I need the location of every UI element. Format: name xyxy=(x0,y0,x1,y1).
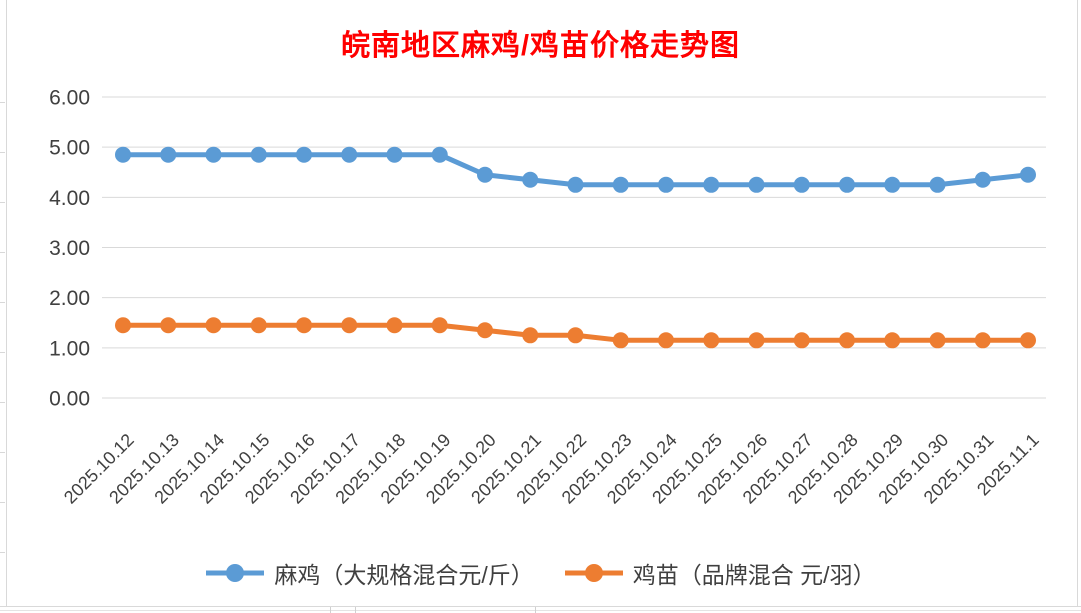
y-tick-label: 5.00 xyxy=(49,137,90,160)
spreadsheet-row-line-stub xyxy=(0,252,5,253)
jimiao-data-point xyxy=(522,327,539,344)
spreadsheet-column-line-stub xyxy=(535,607,536,613)
legend-item-jimiao: 鸡苗（品牌混合 元/羽） xyxy=(564,556,876,590)
maji-data-point xyxy=(974,171,991,188)
chart-legend: 麻鸡（大规格混合元/斤） 鸡苗（品牌混合 元/羽） xyxy=(0,552,1081,594)
spreadsheet-row-line-stub xyxy=(0,352,5,353)
y-tick-label: 0.00 xyxy=(49,388,90,411)
y-tick-label: 2.00 xyxy=(49,287,90,310)
y-tick-label: 4.00 xyxy=(49,187,90,210)
jimiao-data-point xyxy=(703,332,720,349)
jimiao-data-point xyxy=(341,317,358,334)
legend-label-jimiao: 鸡苗（品牌混合 元/羽） xyxy=(632,562,876,588)
jimiao-data-point xyxy=(974,332,991,349)
y-tick-label: 1.00 xyxy=(49,337,90,360)
spreadsheet-row-line-stub xyxy=(0,302,5,303)
spreadsheet-row-line-stub xyxy=(0,102,5,103)
chart-title: 皖南地区麻鸡/鸡苗价格走势图 xyxy=(340,30,741,62)
y-tick-label: 6.00 xyxy=(49,86,90,109)
maji-data-point xyxy=(341,146,358,163)
spreadsheet-column-line-stub xyxy=(330,607,331,613)
maji-data-point xyxy=(296,146,312,163)
jimiao-data-point xyxy=(884,332,901,349)
chart-frame-bottom-border xyxy=(0,606,1081,607)
spreadsheet-row-line-stub xyxy=(0,452,5,453)
legend-label-maji: 麻鸡（大规格混合元/斤） xyxy=(274,562,534,588)
jimiao-data-point xyxy=(793,332,810,349)
maji-data-point xyxy=(522,171,539,188)
jimiao-data-point xyxy=(205,317,222,334)
maji-data-point xyxy=(477,166,493,183)
maji-data-point xyxy=(386,146,403,163)
spreadsheet-row-line-stub xyxy=(0,202,5,203)
maji-data-point xyxy=(567,176,584,193)
maji-data-point xyxy=(884,176,901,193)
chart-frame-left-border xyxy=(6,0,7,607)
maji-data-point xyxy=(658,176,674,193)
maji-data-point xyxy=(612,176,629,193)
jimiao-data-point xyxy=(839,332,855,349)
maji-data-point xyxy=(793,176,810,193)
jimiao-line-marker-icon xyxy=(564,564,623,582)
maji-data-point xyxy=(839,176,855,193)
maji-data-point xyxy=(115,146,131,163)
jimiao-data-point xyxy=(296,317,312,334)
spreadsheet-cell-line xyxy=(0,610,1081,611)
y-tick-label: 3.00 xyxy=(49,237,90,260)
legend-item-maji: 麻鸡（大规格混合元/斤） xyxy=(205,556,534,590)
jimiao-data-point xyxy=(748,332,765,349)
jimiao-data-point xyxy=(1020,332,1036,349)
jimiao-data-point xyxy=(477,322,493,339)
jimiao-data-point xyxy=(612,332,629,349)
maji-data-point xyxy=(160,146,177,163)
jimiao-data-point xyxy=(250,317,267,334)
chart-frame-right-border xyxy=(1077,0,1078,607)
jimiao-data-point xyxy=(929,332,946,349)
spreadsheet-row-line-stub xyxy=(0,152,5,153)
maji-data-point xyxy=(1020,166,1036,183)
maji-data-point xyxy=(431,146,448,163)
maji-data-point xyxy=(929,176,946,193)
jimiao-data-point xyxy=(431,317,448,334)
jimiao-data-point xyxy=(567,327,584,344)
maji-data-point xyxy=(703,176,720,193)
maji-data-point xyxy=(250,146,267,163)
maji-line-marker-icon xyxy=(206,564,265,582)
maji-data-point xyxy=(205,146,222,163)
jimiao-data-point xyxy=(115,317,131,334)
jimiao-data-point xyxy=(658,332,674,349)
maji-data-point xyxy=(748,176,765,193)
spreadsheet-row-line-stub xyxy=(0,502,5,503)
jimiao-data-point xyxy=(386,317,403,334)
spreadsheet-row-line-stub xyxy=(0,552,5,553)
jimiao-data-point xyxy=(160,317,177,334)
spreadsheet-row-line-stub xyxy=(0,402,5,403)
spreadsheet-column-line-stub xyxy=(355,607,356,613)
